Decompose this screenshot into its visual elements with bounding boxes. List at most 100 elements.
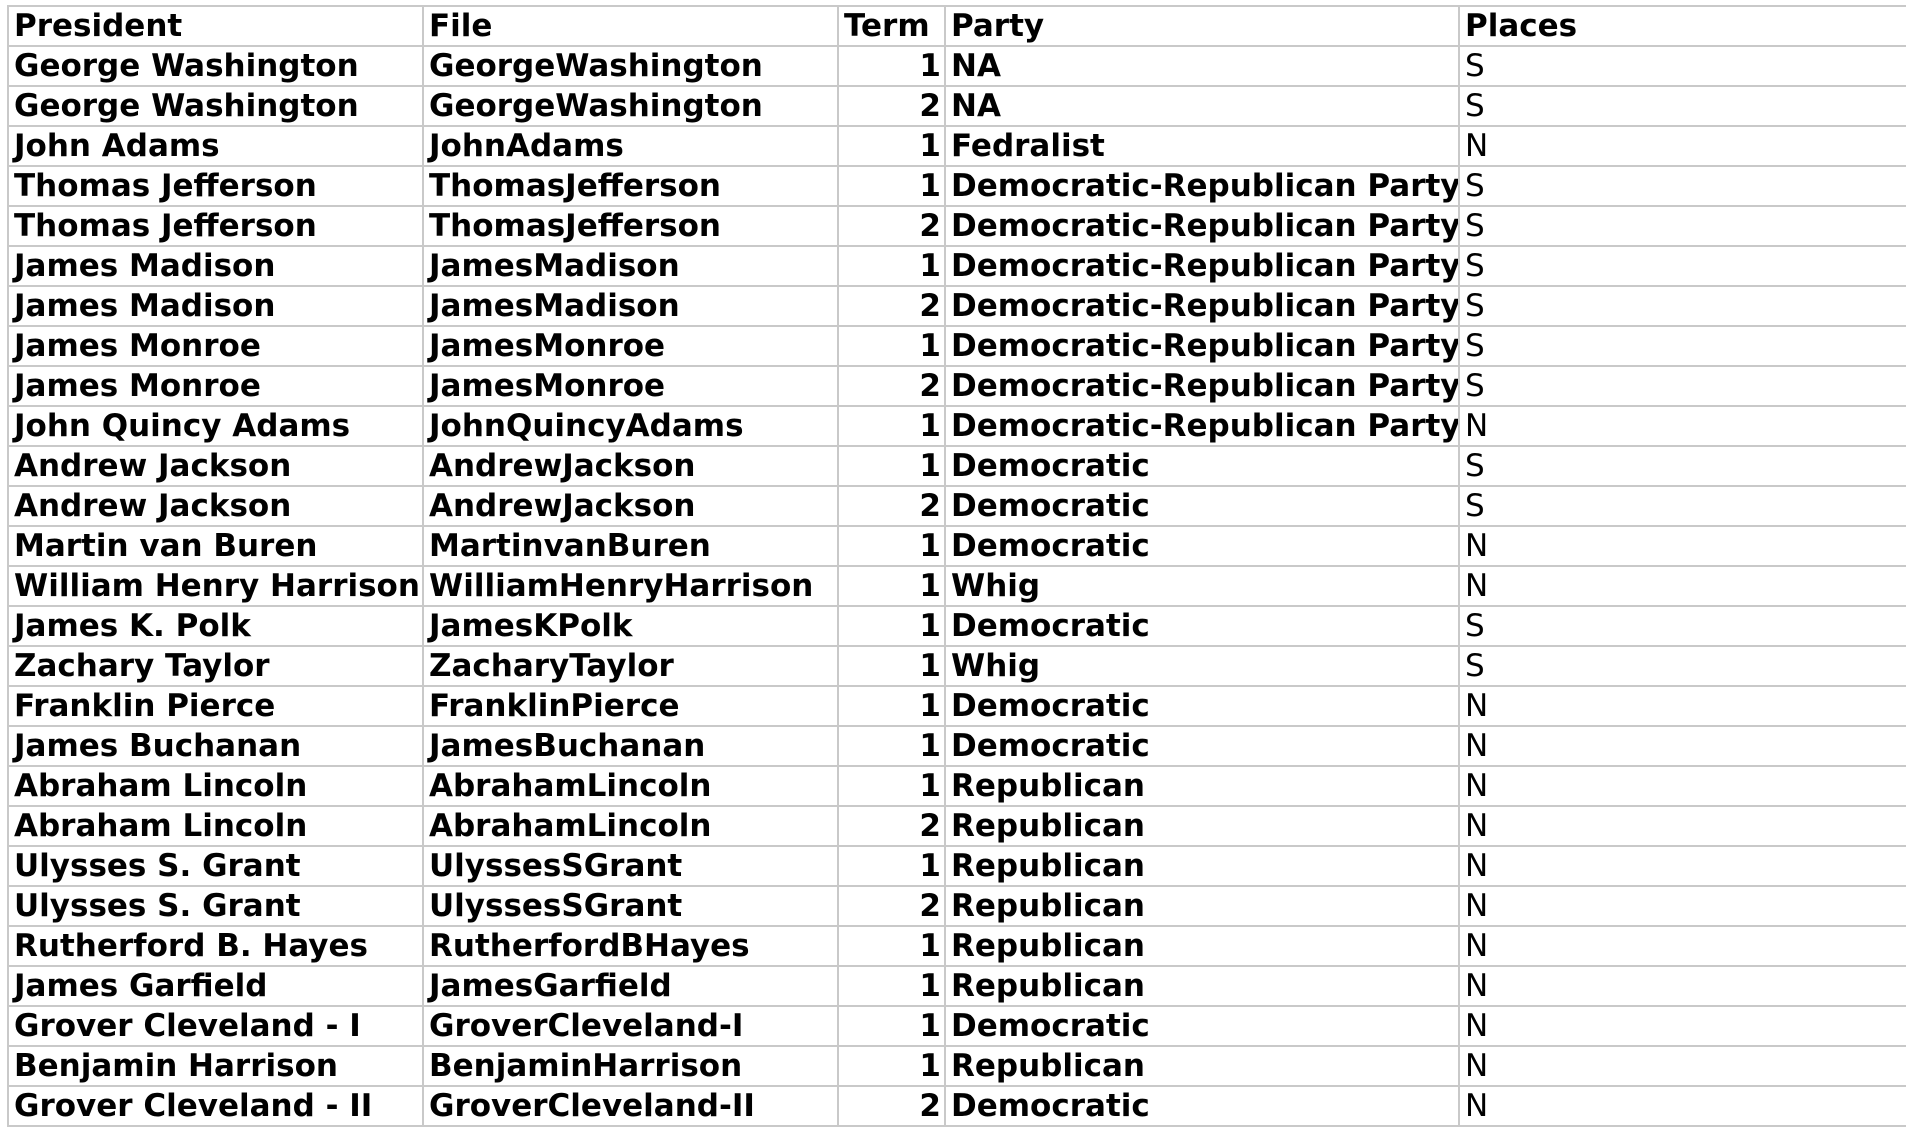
cell-file[interactable]: BenjaminHarrison — [422, 1045, 839, 1087]
cell-file[interactable]: UlyssesSGrant — [422, 845, 839, 887]
cell-places[interactable]: S — [1458, 45, 1906, 87]
cell-term[interactable]: 1 — [837, 565, 946, 607]
cell-file[interactable]: GeorgeWashington — [422, 85, 839, 127]
cell-president[interactable]: Zachary Taylor — [7, 645, 424, 687]
cell-file[interactable]: JamesGarfield — [422, 965, 839, 1007]
cell-file[interactable]: AbrahamLincoln — [422, 805, 839, 847]
cell-term[interactable]: 1 — [837, 965, 946, 1007]
cell-president[interactable]: Benjamin Harrison — [7, 1045, 424, 1087]
cell-file[interactable]: ThomasJefferson — [422, 165, 839, 207]
cell-party[interactable]: Democratic — [944, 1005, 1460, 1047]
cell-party[interactable]: Democratic — [944, 445, 1460, 487]
header-party[interactable]: Party — [944, 5, 1460, 47]
cell-file[interactable]: MartinvanBuren — [422, 525, 839, 567]
cell-term[interactable]: 1 — [837, 1045, 946, 1087]
cell-places[interactable]: N — [1458, 525, 1906, 567]
cell-term[interactable]: 2 — [837, 485, 946, 527]
cell-file[interactable]: AndrewJackson — [422, 445, 839, 487]
cell-party[interactable]: Republican — [944, 965, 1460, 1007]
cell-file[interactable]: RutherfordBHayes — [422, 925, 839, 967]
cell-term[interactable]: 1 — [837, 725, 946, 767]
cell-file[interactable]: JohnQuincyAdams — [422, 405, 839, 447]
cell-places[interactable]: N — [1458, 1085, 1906, 1127]
cell-places[interactable]: S — [1458, 605, 1906, 647]
cell-places[interactable]: S — [1458, 485, 1906, 527]
cell-term[interactable]: 2 — [837, 885, 946, 927]
cell-file[interactable]: WilliamHenryHarrison — [422, 565, 839, 607]
cell-president[interactable]: James Monroe — [7, 365, 424, 407]
cell-party[interactable]: Republican — [944, 925, 1460, 967]
cell-party[interactable]: Republican — [944, 805, 1460, 847]
cell-places[interactable]: N — [1458, 1045, 1906, 1087]
cell-president[interactable]: Franklin Pierce — [7, 685, 424, 727]
cell-party[interactable]: Democratic — [944, 525, 1460, 567]
cell-party[interactable]: NA — [944, 85, 1460, 127]
cell-party[interactable]: Republican — [944, 845, 1460, 887]
cell-term[interactable]: 1 — [837, 645, 946, 687]
header-file[interactable]: File — [422, 5, 839, 47]
cell-places[interactable]: S — [1458, 205, 1906, 247]
cell-president[interactable]: Grover Cleveland - II — [7, 1085, 424, 1127]
cell-party[interactable]: Whig — [944, 565, 1460, 607]
cell-places[interactable]: S — [1458, 245, 1906, 287]
cell-places[interactable]: N — [1458, 725, 1906, 767]
cell-file[interactable]: JamesKPolk — [422, 605, 839, 647]
cell-president[interactable]: Abraham Lincoln — [7, 805, 424, 847]
cell-file[interactable]: JamesMadison — [422, 285, 839, 327]
cell-party[interactable]: Democratic — [944, 1085, 1460, 1127]
cell-party[interactable]: Democratic-Republican Party — [944, 285, 1460, 327]
cell-president[interactable]: John Quincy Adams — [7, 405, 424, 447]
header-president[interactable]: President — [7, 5, 424, 47]
header-term[interactable]: Term — [837, 5, 946, 47]
cell-term[interactable]: 1 — [837, 925, 946, 967]
cell-term[interactable]: 2 — [837, 365, 946, 407]
cell-term[interactable]: 2 — [837, 805, 946, 847]
cell-president[interactable]: James Madison — [7, 285, 424, 327]
cell-president[interactable]: Andrew Jackson — [7, 485, 424, 527]
cell-term[interactable]: 1 — [837, 605, 946, 647]
cell-places[interactable]: S — [1458, 85, 1906, 127]
cell-places[interactable]: S — [1458, 445, 1906, 487]
cell-president[interactable]: James Buchanan — [7, 725, 424, 767]
cell-places[interactable]: N — [1458, 685, 1906, 727]
cell-term[interactable]: 2 — [837, 205, 946, 247]
cell-president[interactable]: Abraham Lincoln — [7, 765, 424, 807]
cell-places[interactable]: S — [1458, 285, 1906, 327]
cell-president[interactable]: James Monroe — [7, 325, 424, 367]
cell-term[interactable]: 1 — [837, 1005, 946, 1047]
cell-president[interactable]: Martin van Buren — [7, 525, 424, 567]
cell-president[interactable]: Andrew Jackson — [7, 445, 424, 487]
cell-president[interactable]: Thomas Jefferson — [7, 165, 424, 207]
cell-places[interactable]: N — [1458, 925, 1906, 967]
cell-file[interactable]: JamesMonroe — [422, 365, 839, 407]
cell-president[interactable]: James K. Polk — [7, 605, 424, 647]
cell-party[interactable]: Fedralist — [944, 125, 1460, 167]
cell-party[interactable]: Democratic — [944, 485, 1460, 527]
cell-term[interactable]: 1 — [837, 765, 946, 807]
cell-party[interactable]: Whig — [944, 645, 1460, 687]
header-places[interactable]: Places — [1458, 5, 1906, 47]
cell-term[interactable]: 1 — [837, 685, 946, 727]
cell-file[interactable]: ZacharyTaylor — [422, 645, 839, 687]
cell-term[interactable]: 1 — [837, 845, 946, 887]
cell-president[interactable]: Ulysses S. Grant — [7, 885, 424, 927]
cell-president[interactable]: William Henry Harrison — [7, 565, 424, 607]
cell-file[interactable]: GroverCleveland-II — [422, 1085, 839, 1127]
cell-places[interactable]: S — [1458, 165, 1906, 207]
cell-party[interactable]: NA — [944, 45, 1460, 87]
cell-party[interactable]: Democratic — [944, 725, 1460, 767]
cell-places[interactable]: N — [1458, 885, 1906, 927]
cell-file[interactable]: JamesBuchanan — [422, 725, 839, 767]
cell-file[interactable]: GroverCleveland-I — [422, 1005, 839, 1047]
cell-places[interactable]: N — [1458, 965, 1906, 1007]
cell-term[interactable]: 1 — [837, 45, 946, 87]
cell-party[interactable]: Democratic-Republican Party — [944, 405, 1460, 447]
cell-term[interactable]: 2 — [837, 85, 946, 127]
cell-party[interactable]: Democratic-Republican Party — [944, 165, 1460, 207]
cell-term[interactable]: 1 — [837, 405, 946, 447]
cell-file[interactable]: JamesMadison — [422, 245, 839, 287]
cell-party[interactable]: Republican — [944, 765, 1460, 807]
cell-party[interactable]: Republican — [944, 1045, 1460, 1087]
cell-file[interactable]: AndrewJackson — [422, 485, 839, 527]
cell-term[interactable]: 1 — [837, 445, 946, 487]
